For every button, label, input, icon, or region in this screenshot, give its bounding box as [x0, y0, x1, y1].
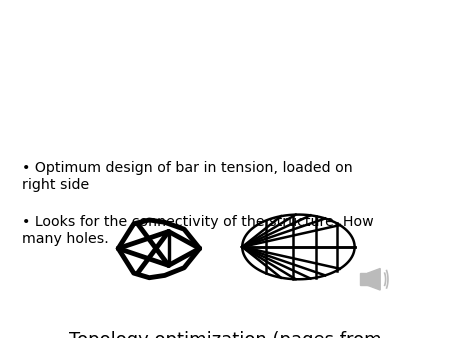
Polygon shape — [368, 268, 380, 290]
Text: • Looks for the connectivity of the structure. How
many holes.: • Looks for the connectivity of the stru… — [22, 215, 374, 246]
Text: • Optimum design of bar in tension, loaded on
right side: • Optimum design of bar in tension, load… — [22, 161, 353, 192]
Text: Topology optimization (pages from
Bendsoe and Sigmund and Section
6.5): Topology optimization (pages from Bendso… — [68, 331, 382, 338]
FancyBboxPatch shape — [360, 273, 368, 285]
